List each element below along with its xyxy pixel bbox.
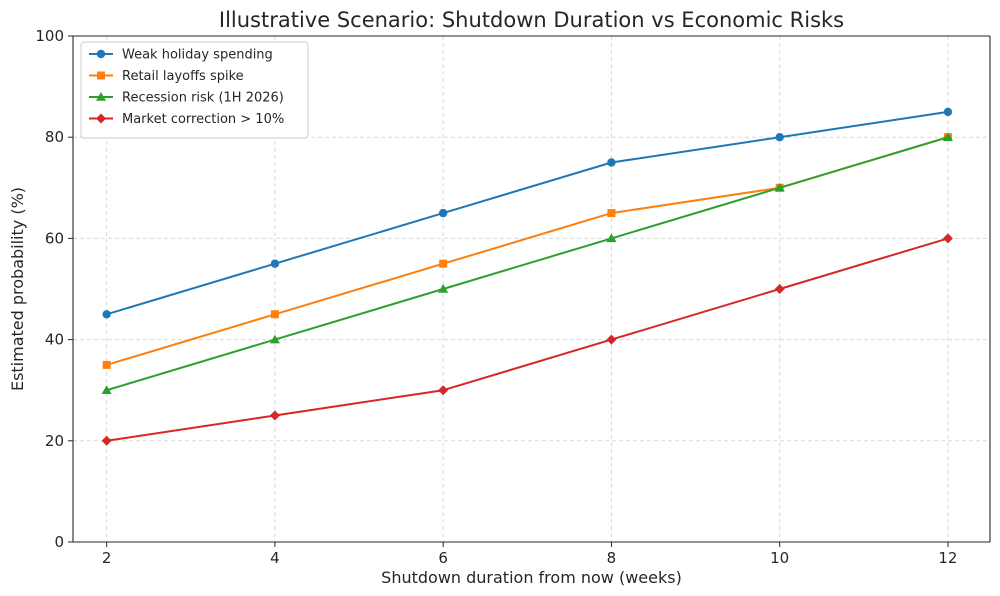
x-tick-label: 8 — [607, 549, 617, 567]
legend-item: Retail layoffs spike — [89, 69, 244, 84]
legend-marker — [96, 49, 106, 59]
data-point — [101, 385, 112, 394]
chart-title: Illustrative Scenario: Shutdown Duration… — [219, 8, 844, 32]
y-tick-label: 40 — [45, 331, 64, 349]
legend: Weak holiday spending Retail layoffs spik… — [80, 41, 309, 139]
axes — [72, 35, 991, 543]
legend-label: Retail layoffs spike — [122, 69, 244, 84]
legend-item: Recession risk (1H 2026) — [89, 91, 284, 106]
data-point — [606, 334, 617, 345]
legend-box — [80, 41, 309, 139]
y-tick-label: 80 — [45, 128, 64, 146]
legend-item: Weak holiday spending — [89, 48, 273, 63]
series-line — [106, 136, 949, 366]
legend-label: Recession risk (1H 2026) — [122, 91, 284, 106]
legend-marker — [96, 113, 106, 124]
data-point — [775, 133, 784, 142]
series-line — [106, 237, 949, 442]
series-layer — [101, 107, 953, 446]
x-tick-label: 10 — [770, 549, 789, 567]
legend-marker — [97, 71, 105, 80]
data-point — [102, 360, 111, 369]
x-tick-label: 12 — [938, 549, 957, 567]
data-point — [774, 284, 785, 294]
x-tick-label: 2 — [102, 549, 112, 567]
data-point — [438, 208, 448, 218]
legend-label: Market correction > 10% — [122, 112, 284, 127]
y-axis-label: Estimated probability (%) — [8, 187, 27, 391]
data-point — [438, 284, 449, 293]
series-4 — [101, 233, 953, 446]
series-line — [106, 110, 949, 316]
data-point — [607, 209, 616, 218]
x-tick-label: 6 — [438, 549, 448, 567]
y-tick-label: 100 — [35, 27, 64, 45]
y-tick-label: 0 — [54, 533, 64, 551]
data-point — [438, 385, 449, 396]
y-tick-label: 20 — [45, 432, 64, 450]
data-point — [269, 410, 280, 421]
ticks: 2 4 6 8 10 12 0 20 40 60 80 100 — [35, 27, 957, 567]
legend-item: Market correction > 10% — [89, 112, 284, 127]
data-point — [942, 132, 953, 141]
data-point — [439, 259, 448, 268]
series-1 — [102, 107, 953, 319]
legend-label: Weak holiday spending — [122, 48, 273, 63]
x-tick-label: 4 — [270, 549, 280, 567]
y-tick-label: 60 — [45, 229, 64, 247]
data-point — [774, 182, 785, 192]
data-point — [607, 158, 616, 167]
data-point — [269, 334, 280, 344]
data-point — [943, 107, 953, 117]
data-point — [101, 435, 112, 446]
data-point — [606, 233, 617, 243]
series-3 — [101, 132, 953, 394]
data-point — [942, 233, 953, 244]
series-2 — [102, 133, 952, 369]
x-axis-label: Shutdown duration from now (weeks) — [381, 568, 682, 587]
data-point — [102, 310, 111, 319]
data-point — [270, 310, 279, 319]
series-line — [106, 136, 949, 392]
data-point — [270, 259, 280, 268]
legend-marker — [96, 92, 106, 101]
